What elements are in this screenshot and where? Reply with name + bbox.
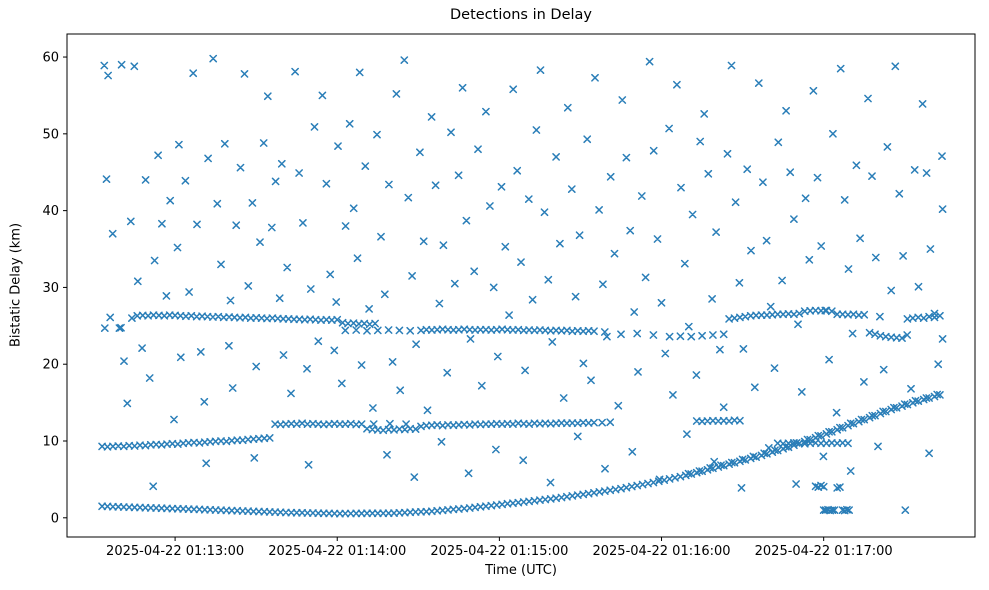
x-tick-label: 2025-04-22 01:17:00 (755, 544, 893, 559)
x-tick-label: 2025-04-22 01:16:00 (592, 544, 730, 559)
y-tick-label: 40 (42, 204, 59, 219)
scatter-markers (98, 54, 947, 518)
chart-title: Detections in Delay (449, 7, 592, 23)
y-tick-label: 60 (42, 51, 59, 66)
y-tick-label: 10 (42, 435, 59, 450)
y-tick-label: 20 (42, 358, 59, 373)
y-tick-label: 50 (42, 127, 59, 142)
y-tick-label: 30 (42, 281, 59, 296)
y-tick-label: 0 (51, 511, 59, 526)
axes-spines (66, 33, 976, 538)
x-tick-label: 2025-04-22 01:14:00 (268, 544, 406, 559)
x-axis-label: Time (UTC) (485, 563, 557, 578)
x-tick-label: 2025-04-22 01:15:00 (430, 544, 568, 559)
x-tick-label: 2025-04-22 01:13:00 (106, 544, 244, 559)
y-axis-label: Bistatic Delay (km) (8, 222, 24, 348)
